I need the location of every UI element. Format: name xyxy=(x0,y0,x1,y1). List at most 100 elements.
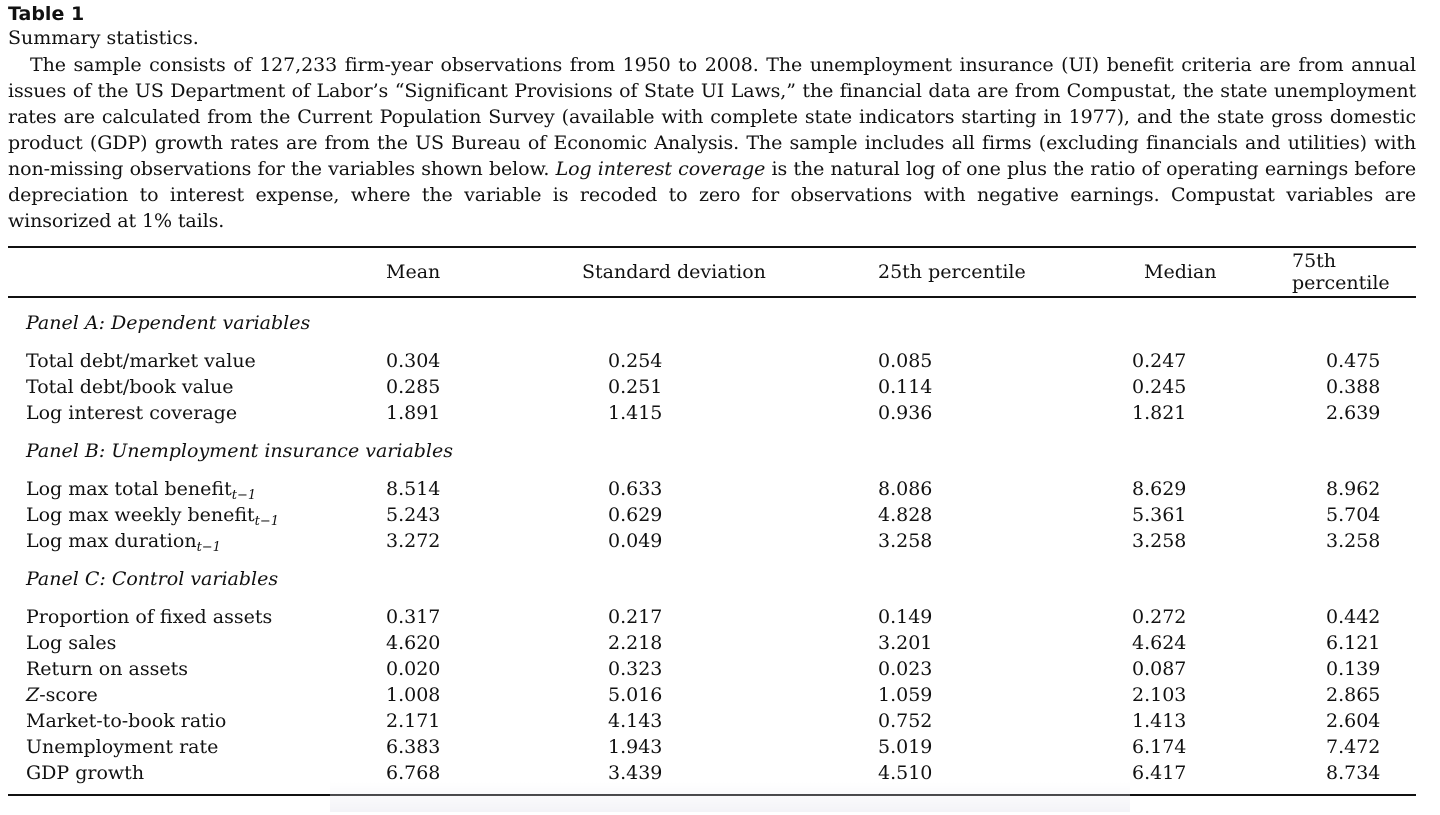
cell-p75: 0.388 xyxy=(1326,376,1381,398)
cell-sd: 2.218 xyxy=(608,632,663,654)
panel-c: Panel C: Control variables Proportion of… xyxy=(8,554,1416,796)
table-row: Log interest coverage 1.891 1.415 0.936 … xyxy=(8,400,1416,426)
cell-p25: 0.114 xyxy=(878,376,933,398)
cell-mean: 6.383 xyxy=(386,736,441,758)
table-row: Return on assets 0.020 0.323 0.023 0.087… xyxy=(8,656,1416,682)
cell-median: 3.258 xyxy=(1132,530,1187,552)
cell-p75: 3.258 xyxy=(1326,530,1381,552)
panel-a: Panel A: Dependent variables Total debt/… xyxy=(8,297,1416,426)
row-label: Return on assets xyxy=(26,658,188,680)
cell-p75: 6.121 xyxy=(1326,632,1381,654)
header-25th-percentile: 25th percentile xyxy=(834,246,1052,298)
row-label: Log max durationt−1 xyxy=(8,528,384,554)
cell-mean: 4.620 xyxy=(386,632,441,654)
cell-p25: 3.258 xyxy=(878,530,933,552)
cell-mean: 0.317 xyxy=(386,606,441,628)
cell-p75: 0.442 xyxy=(1326,606,1381,628)
cell-mean: 8.514 xyxy=(386,478,441,500)
panel-a-title: Panel A: Dependent variables xyxy=(26,312,311,334)
summary-statistics-table: Mean Standard deviation 25th percentile … xyxy=(8,246,1416,796)
header-mean: Mean xyxy=(384,246,524,298)
cell-median: 5.361 xyxy=(1132,504,1187,526)
table-number: Table 1 xyxy=(8,3,85,25)
cell-median: 2.103 xyxy=(1132,684,1187,706)
cell-mean: 2.171 xyxy=(386,710,441,732)
cell-p25: 1.059 xyxy=(878,684,933,706)
table-row: Total debt/book value 0.285 0.251 0.114 … xyxy=(8,374,1416,400)
cell-sd: 0.251 xyxy=(608,376,663,398)
row-label: Log interest coverage xyxy=(26,402,238,424)
cell-p75: 5.704 xyxy=(1326,504,1381,526)
table-row: Log max weekly benefitt−1 5.243 0.629 4.… xyxy=(8,502,1416,528)
cell-sd: 0.254 xyxy=(608,350,663,372)
header-blank xyxy=(8,246,384,298)
caption-italic-term: Log interest coverage xyxy=(555,158,766,180)
panel-title-row: Panel C: Control variables xyxy=(8,554,1416,604)
cell-p25: 5.019 xyxy=(878,736,933,758)
lag-subscript: t−1 xyxy=(196,540,221,555)
cell-median: 6.174 xyxy=(1132,736,1187,758)
cell-p75: 8.734 xyxy=(1252,760,1416,796)
cell-p25: 4.828 xyxy=(878,504,933,526)
panel-c-title: Panel C: Control variables xyxy=(26,568,279,590)
row-label-text: Log max weekly benefit xyxy=(26,504,255,526)
cell-p25: 8.086 xyxy=(878,478,933,500)
cell-median: 0.245 xyxy=(1132,376,1187,398)
cell-median: 0.087 xyxy=(1132,658,1187,680)
cell-median: 4.624 xyxy=(1132,632,1187,654)
lag-subscript: t−1 xyxy=(231,488,257,503)
lag-subscript: t−1 xyxy=(254,514,280,529)
cell-p75: 0.139 xyxy=(1326,658,1381,680)
cell-p25: 0.936 xyxy=(878,402,933,424)
row-label: GDP growth xyxy=(8,760,384,796)
cell-mean: 5.243 xyxy=(386,504,441,526)
cell-p25: 3.201 xyxy=(878,632,933,654)
caption-text-2: is the natural log of one plus the ratio… xyxy=(8,158,1417,232)
header-75th-percentile: 75th percentile xyxy=(1252,246,1416,298)
table-row: Z-score 1.008 5.016 1.059 2.103 2.865 xyxy=(8,682,1416,708)
cell-p75: 2.604 xyxy=(1326,710,1381,732)
table-row: Log max total benefitt−1 8.514 0.633 8.0… xyxy=(8,476,1416,502)
scan-shadow-band xyxy=(330,782,1130,812)
table-row: Market-to-book ratio 2.171 4.143 0.752 1… xyxy=(8,708,1416,734)
cell-p25: 0.752 xyxy=(878,710,933,732)
cell-median: 1.413 xyxy=(1132,710,1187,732)
cell-median: 1.821 xyxy=(1132,402,1187,424)
cell-mean: 1.891 xyxy=(386,402,441,424)
row-label: Log max total benefitt−1 xyxy=(8,476,384,502)
row-label-text: Log max total benefit xyxy=(26,478,232,500)
paper-table-page: Table 1 Summary statistics. The sample c… xyxy=(8,2,1416,796)
cell-sd: 5.016 xyxy=(608,684,663,706)
panel-b-title: Panel B: Unemployment insurance variable… xyxy=(26,440,454,462)
panel-title-row: Panel B: Unemployment insurance variable… xyxy=(8,426,1416,476)
table-row: Proportion of fixed assets 0.317 0.217 0… xyxy=(8,604,1416,630)
cell-median: 0.272 xyxy=(1132,606,1187,628)
cell-sd: 4.143 xyxy=(608,710,663,732)
row-label: Unemployment rate xyxy=(26,736,219,758)
cell-mean: 1.008 xyxy=(386,684,441,706)
row-label-italic: Z xyxy=(26,684,40,706)
row-label: Market-to-book ratio xyxy=(26,710,227,732)
table-header-row: Mean Standard deviation 25th percentile … xyxy=(8,246,1416,298)
cell-median: 0.247 xyxy=(1132,350,1187,372)
row-label: Total debt/market value xyxy=(26,350,256,372)
cell-p75: 8.962 xyxy=(1326,478,1381,500)
cell-mean: 0.285 xyxy=(386,376,441,398)
header-median: Median xyxy=(1052,246,1252,298)
cell-p25: 0.085 xyxy=(878,350,933,372)
table-row: Total debt/market value 0.304 0.254 0.08… xyxy=(8,348,1416,374)
cell-mean: 0.020 xyxy=(386,658,441,680)
cell-p75: 2.865 xyxy=(1326,684,1381,706)
table-title: Summary statistics. xyxy=(8,27,199,49)
table-row: Log max durationt−1 3.272 0.049 3.258 3.… xyxy=(8,528,1416,554)
row-label: Log max weekly benefitt−1 xyxy=(8,502,384,528)
cell-p25: 0.149 xyxy=(878,606,933,628)
caption-text-1: The sample consists of 127,233 firm-year… xyxy=(8,54,1416,180)
header-standard-deviation: Standard deviation xyxy=(524,246,834,298)
cell-p25: 0.023 xyxy=(878,658,933,680)
row-label: Log sales xyxy=(26,632,117,654)
cell-sd: 1.943 xyxy=(608,736,663,758)
panel-b: Panel B: Unemployment insurance variable… xyxy=(8,426,1416,554)
cell-p75: 2.639 xyxy=(1326,402,1381,424)
table-row: Unemployment rate 6.383 1.943 5.019 6.17… xyxy=(8,734,1416,760)
